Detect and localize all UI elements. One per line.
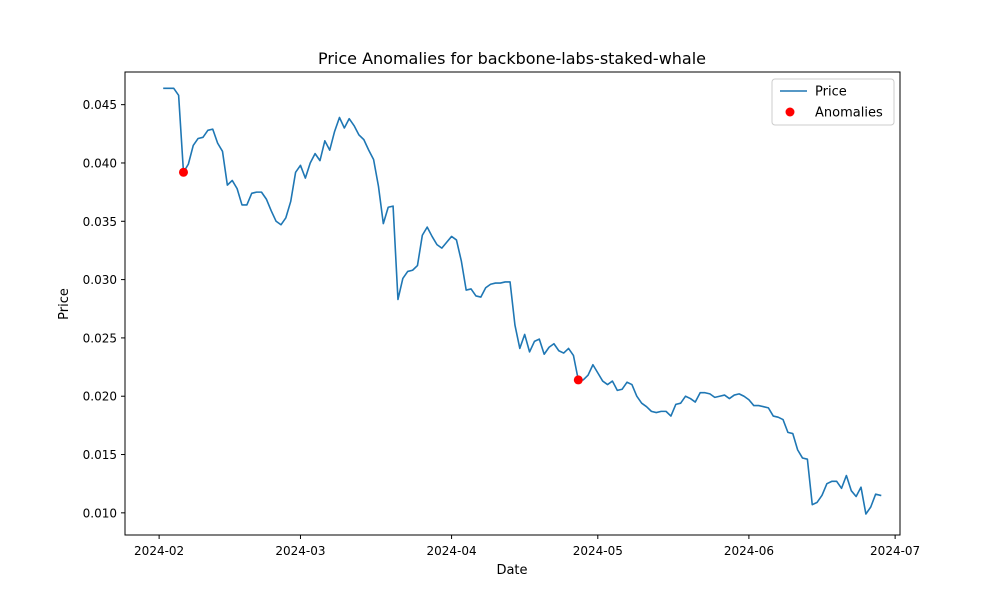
legend-price-label: Price (815, 85, 847, 100)
anomaly-points (178, 167, 583, 385)
y-tick-label: 0.040 (83, 156, 117, 170)
y-tick-label: 0.035 (83, 215, 117, 229)
legend-anomalies-marker (785, 107, 795, 117)
price-line (163, 87, 882, 515)
y-tick-label: 0.045 (83, 98, 117, 112)
y-tick-label: 0.030 (83, 273, 117, 287)
y-tick-label: 0.015 (83, 448, 117, 462)
x-tick-label: 2024-03 (275, 544, 325, 558)
y-axis-label: Price (57, 288, 72, 320)
x-axis-label: Date (496, 563, 527, 578)
x-tick-label: 2024-06 (724, 544, 774, 558)
y-tick-label: 0.025 (83, 331, 117, 345)
y-tick-label: 0.020 (83, 390, 117, 404)
anomaly-point (573, 375, 583, 385)
plot-frame (124, 71, 901, 536)
chart-title: Price Anomalies for backbone-labs-staked… (318, 49, 706, 68)
x-tick-label: 2024-07 (870, 544, 920, 558)
x-tick-label: 2024-04 (427, 544, 477, 558)
y-tick-label: 0.010 (83, 506, 117, 520)
x-tick-label: 2024-05 (573, 544, 623, 558)
x-tick-label: 2024-02 (134, 544, 184, 558)
x-axis-ticks: 2024-02 2024-03 2024-04 2024-05 2024-06 2024-… (134, 535, 920, 558)
anomaly-point (178, 167, 188, 177)
y-axis-ticks: 0.010 0.015 0.020 0.025 0.030 0.035 0.040 0.045 (83, 98, 125, 520)
legend-anomalies-label: Anomalies (815, 106, 883, 121)
legend: Price Anomalies (771, 78, 895, 126)
